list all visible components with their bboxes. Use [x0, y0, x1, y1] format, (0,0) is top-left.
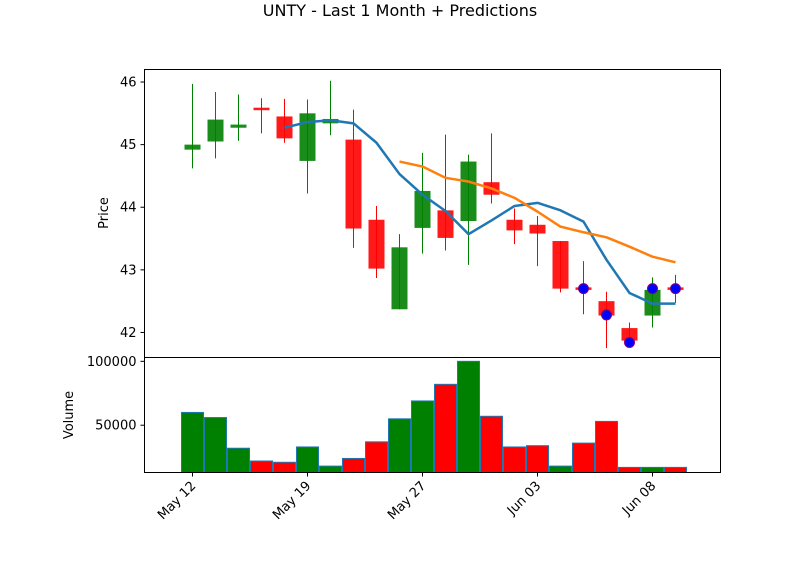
candle-body: [391, 247, 408, 310]
volume-bar: [572, 442, 595, 474]
price-y-tick-label: 43: [120, 263, 137, 278]
volume-bar: [273, 461, 296, 473]
prediction-marker: [601, 309, 612, 321]
candle-body: [414, 190, 431, 228]
series-line: [284, 118, 676, 305]
x-tick-label: Jun 08: [619, 479, 659, 519]
volume-bar: [296, 446, 319, 474]
candle-body: [345, 139, 362, 229]
candle-body: [299, 113, 316, 161]
volume-bar: [250, 460, 273, 473]
candle-body: [184, 144, 201, 150]
candle: [437, 134, 454, 251]
volume-y-axis-label: Volume: [62, 391, 77, 439]
volume-bar: [526, 445, 549, 473]
x-tick-label: May 19: [270, 479, 314, 523]
price-y-tick-label: 45: [120, 138, 137, 153]
candle: [345, 109, 362, 248]
candle-body: [621, 328, 638, 341]
prediction-marker: [670, 283, 681, 295]
volume-axes-frame: [144, 357, 721, 473]
candle-body: [437, 210, 454, 238]
candle-body: [552, 241, 569, 289]
volume-bar: [319, 465, 342, 474]
volume-bar: [549, 465, 572, 474]
prediction-marker: [647, 283, 658, 295]
series-line: [399, 160, 676, 264]
volume-bar: [618, 466, 641, 473]
volume-bar: [365, 441, 388, 474]
candle: [207, 92, 224, 159]
candle-body: [253, 107, 270, 111]
volume-bar: [181, 411, 204, 474]
candle-body: [529, 224, 546, 234]
price-y-tick-label: 42: [120, 326, 137, 341]
candle: [299, 99, 316, 194]
candle: [253, 98, 270, 134]
prediction-marker: [624, 336, 635, 348]
x-tick-label: May 12: [155, 479, 199, 523]
candle-body: [506, 219, 523, 231]
prediction-marker: [578, 283, 589, 295]
x-tick-label: Jun 03: [504, 479, 544, 519]
candle-body: [230, 124, 247, 128]
price-y-tick-label: 46: [120, 76, 137, 91]
volume-bar: [434, 383, 457, 474]
volume-bar: [204, 417, 227, 473]
volume-bar: [342, 457, 365, 474]
volume-bar: [457, 360, 480, 474]
volume-bar: [664, 466, 687, 473]
volume-bar: [411, 400, 434, 474]
volume-y-tick-label: 100000: [87, 355, 137, 370]
volume-bar: [641, 466, 664, 473]
volume-y-tick-label: 50000: [95, 419, 136, 434]
candle: [276, 98, 293, 143]
volume-bar: [503, 446, 526, 474]
candle-body: [207, 119, 224, 142]
candle: [230, 94, 247, 141]
candle-body: [460, 161, 477, 222]
volume-bar: [595, 420, 618, 473]
candle: [184, 83, 201, 169]
chart-title: UNTY - Last 1 Month + Predictions: [263, 1, 537, 20]
candle: [368, 205, 385, 278]
candle-body: [368, 219, 385, 269]
candle: [391, 234, 408, 310]
candle: [506, 208, 523, 245]
volume-panel: 50000 100000 Volume May 12 May 19 May 27 Jun…: [62, 355, 721, 523]
candle: [414, 152, 431, 254]
price-panel: 42 43 44 45 46 Price: [97, 69, 721, 358]
volume-bar: [480, 415, 503, 473]
price-y-axis-label: Price: [97, 197, 112, 229]
volume-bar: [388, 418, 411, 474]
candle: [483, 133, 500, 204]
volume-bar: [227, 447, 250, 474]
candle: [529, 216, 546, 267]
price-axes-frame: [144, 69, 721, 358]
price-y-tick-label: 44: [120, 201, 137, 216]
x-tick-label: May 27: [385, 479, 429, 523]
candle: [322, 80, 339, 136]
candle: [552, 241, 569, 293]
candle: [460, 154, 477, 265]
